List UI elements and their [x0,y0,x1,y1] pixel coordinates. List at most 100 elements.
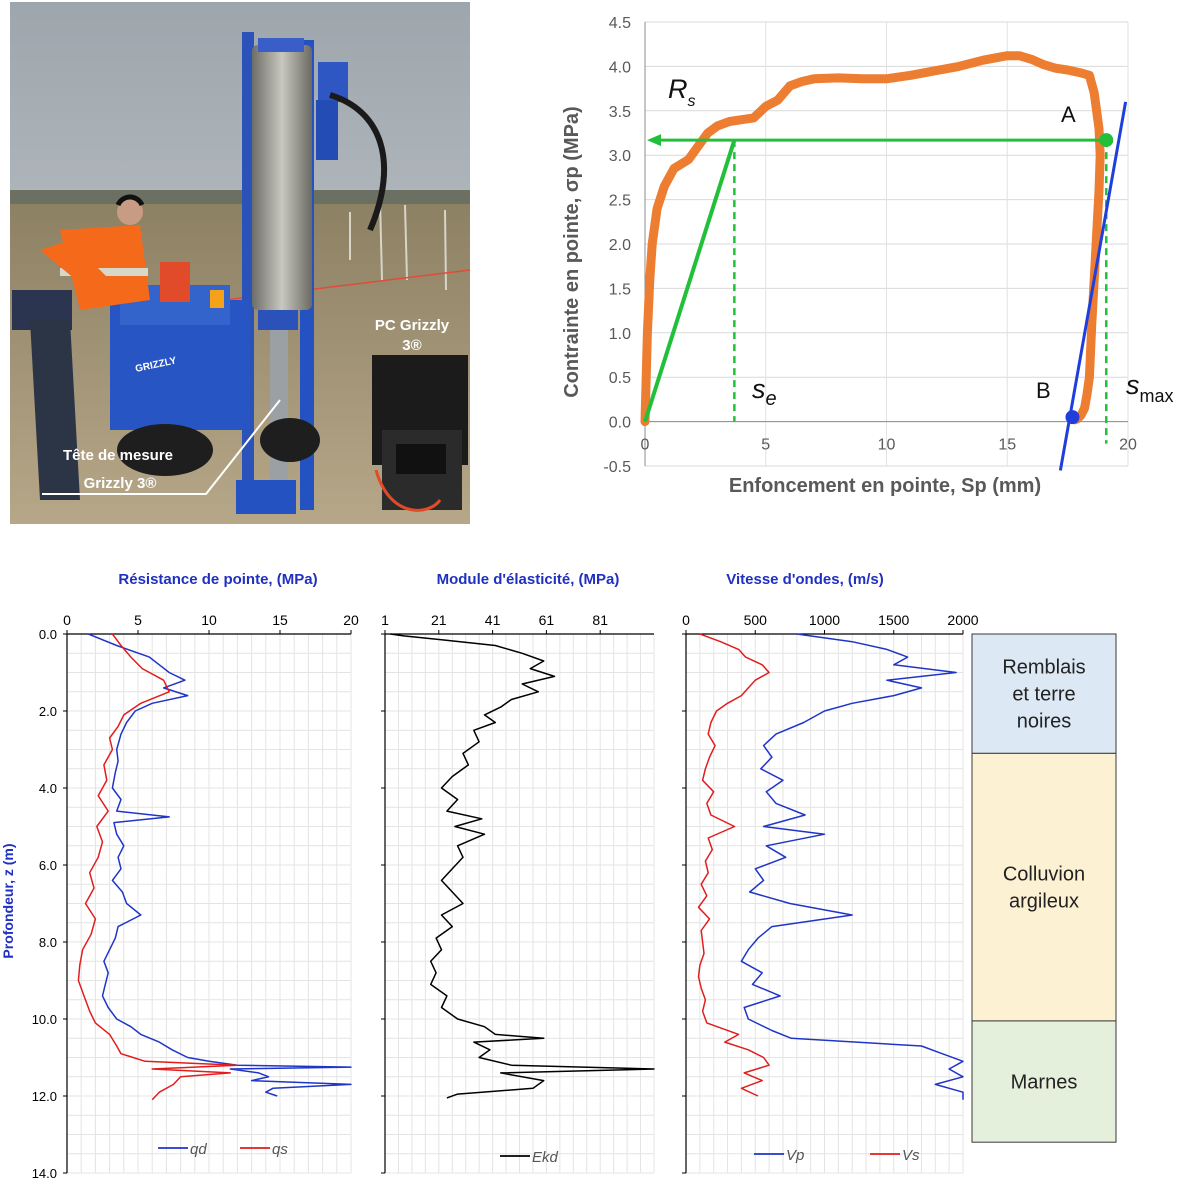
Vs-line [697,633,770,1097]
drill-rig: GRIZZLY [110,32,387,514]
y-axis-label: Contrainte en pointe, σp (MPa) [561,106,583,397]
point-b-marker [1065,410,1080,425]
x-tick-label: 15 [272,612,288,628]
depth-tick-label: 6.0 [39,858,57,873]
tick-labels: 0 5 10 15 20 0.0 2.0 4.0 6.0 8.0 10.0 12.0 14.0 [32,612,359,1179]
stratum-box [971,633,1117,754]
depth-tick-label: 10.0 [32,1012,57,1027]
depth-tick-label: 14.0 [32,1166,57,1179]
qs-legend-label: qs [272,1141,288,1158]
stratum-label: noires [1017,711,1071,733]
gridlines [66,633,352,1174]
qs-line [77,633,239,1101]
Vs-legend-label: Vs [902,1147,920,1164]
head-pointer-line [42,399,281,495]
stratum-label: Remblais [1002,657,1085,679]
y-tick-label: 1.5 [609,281,631,298]
soil-strata-column: Remblais et terre noires Colluvion argileux M… [971,633,1117,1143]
x-tick-label: 500 [744,612,768,628]
axes [63,630,352,1174]
smax-annotation: smax [1126,370,1174,406]
se-annotation: se [752,374,777,410]
head-label-line1: Tête de mesure [63,447,173,464]
x-tick-label: 20 [1119,437,1137,454]
x-axis-label: Enfoncement en pointe, Sp (mm) [729,475,1041,497]
depth-tick-label: 0.0 [39,627,57,642]
panel-title: Résistance de pointe, (MPa) [118,571,317,588]
stratum-box [971,752,1117,1022]
pc-case [372,355,468,512]
x-tick-label: 41 [485,612,501,628]
depth-axis-label: Profondeur, z (m) [0,843,16,958]
y-tick-label: -0.5 [603,459,631,476]
stratum-label: et terre [1012,684,1075,706]
stratum-box [971,1020,1117,1143]
arrow-head [647,134,661,147]
point-b-label: B [1036,378,1051,403]
y-tick-label: 2.5 [609,193,631,210]
photo-horizon [10,190,470,204]
axes [682,630,964,1174]
tick-labels: 0 500 1000 1500 2000 [682,612,979,628]
y-tick-label: 3.0 [609,148,631,165]
y-tick-label: 2.0 [609,237,631,254]
x-tick-label: 1 [381,612,389,628]
x-tick-label: 0 [682,612,690,628]
stratum-label: argileux [1009,891,1079,913]
unloading-line [1058,101,1128,471]
x-tick-label: 20 [343,612,359,628]
series-layer [390,633,655,1099]
tip-resistance-panel: Résistance de pointe, (MPa) 0 5 10 15 20 0.0 2… [32,571,359,1179]
x-tick-label: 0 [641,437,650,454]
depth-tick-label: 8.0 [39,935,57,950]
panel-title: Vitesse d'ondes, (m/s) [726,571,884,588]
elastic-line [643,139,737,423]
construction-lines [643,101,1128,471]
Ekd-legend-label: Ekd [532,1149,559,1166]
x-tick-label: 15 [998,437,1016,454]
depth-tick-label: 4.0 [39,781,57,796]
legend: Vp Vs [754,1147,920,1164]
x-tick-label: 5 [134,612,142,628]
x-tick-label: 1000 [809,612,840,628]
stratum-label: Colluvion [1003,864,1085,886]
gridlines [644,21,1129,467]
y-tick-label: 1.0 [609,326,631,343]
depth-tick-label: 2.0 [39,704,57,719]
axes [381,630,654,1174]
x-tick-label: 21 [431,612,447,628]
Vp-line [740,633,964,1100]
depth-tick-label: 12.0 [32,1089,57,1104]
gridlines [384,633,655,1174]
legend: qd qs [158,1141,288,1158]
x-tick-label: 0 [63,612,71,628]
Vp-legend-label: Vp [786,1147,804,1164]
point-a-label: A [1061,102,1076,127]
tick-labels: -0.5 0.0 0.5 1.0 1.5 2.0 2.5 3.0 3.5 4.0 4.5 0 5 10 15… [603,15,1137,476]
head-label-line2: Grizzly 3® [84,475,157,492]
point-a-marker [1099,133,1114,148]
x-tick-label: 10 [201,612,217,628]
x-tick-label: 5 [761,437,770,454]
y-tick-label: 4.0 [609,59,631,76]
y-tick-label: 3.5 [609,104,631,121]
x-tick-label: 10 [878,437,896,454]
tick-labels: 1 21 41 61 81 [381,612,608,628]
pc-label-line1: PC Grizzly [375,317,450,334]
y-tick-label: 4.5 [609,15,631,32]
x-tick-label: 61 [539,612,555,628]
rs-annotation: Rs [668,74,696,110]
stratum-label: Marnes [1011,1072,1078,1094]
elastic-modulus-panel: Module d'élasticité, (MPa) 1 21 41 61 81 Ekd [381,571,655,1174]
x-tick-label: 2000 [947,612,978,628]
operator [12,194,150,500]
field-photo: GRIZZLY PC Grizzly 3® Tête de mesure Gri… [10,2,471,524]
series-layer [77,633,352,1101]
series-layer [697,633,964,1100]
x-tick-label: 81 [592,612,608,628]
stress-penetration-chart: -0.5 0.0 0.5 1.0 1.5 2.0 2.5 3.0 3.5 4.0 4.5 0 5 10 15… [561,15,1174,497]
wave-velocity-panel: Vitesse d'ondes, (m/s) 0 500 1000 1500 2000 … [682,571,979,1174]
x-tick-label: 1500 [878,612,909,628]
pc-label-line2: 3® [402,337,421,354]
